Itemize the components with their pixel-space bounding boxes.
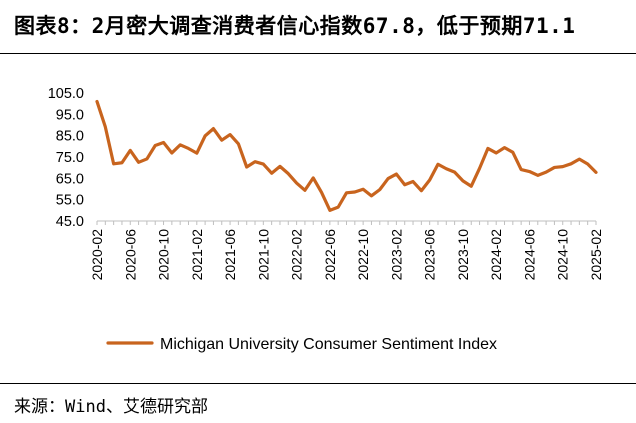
legend: Michigan University Consumer Sentiment I… [106, 336, 497, 353]
data-point [395, 172, 398, 175]
data-point [445, 167, 448, 170]
data-point [295, 181, 298, 184]
data-point [137, 161, 140, 164]
x-tick-label: 2022-02 [289, 229, 305, 281]
x-tick-label: 2020-06 [122, 229, 138, 281]
data-point [578, 158, 581, 161]
data-point [503, 146, 506, 149]
data-point [520, 168, 523, 171]
x-tick-label: 2020-02 [89, 229, 105, 281]
x-axis: 2020-02 2020-06 2020-10 2021-02 2021-06 2021-… [89, 220, 604, 281]
data-point [154, 144, 157, 147]
data-point [378, 188, 381, 191]
data-point [386, 177, 389, 180]
x-tick-label: 2021-02 [189, 229, 205, 281]
y-axis: 45.0 55.0 65.0 75.0 85.0 95.0 105.0 [48, 86, 84, 230]
data-point [411, 180, 414, 183]
x-tick-label: 2020-10 [156, 229, 172, 281]
data-point [478, 167, 481, 170]
data-point [461, 179, 464, 182]
data-point [179, 143, 182, 146]
x-tick-label: 2022-06 [322, 229, 338, 281]
data-point [470, 185, 473, 188]
x-tick-label: 2021-06 [222, 229, 238, 281]
data-point [145, 157, 148, 160]
x-tick-label: 2024-02 [488, 229, 504, 281]
data-point [278, 165, 281, 168]
data-point [495, 151, 498, 154]
data-point [195, 152, 198, 155]
y-tick-label: 105.0 [48, 86, 84, 102]
data-point [120, 161, 123, 164]
data-point [320, 191, 323, 194]
x-tick-label: 2021-10 [255, 229, 271, 281]
source-bar: 来源：Wind、艾德研究部 [0, 383, 636, 423]
data-point [270, 172, 273, 175]
data-point [536, 174, 539, 177]
x-tick-label: 2022-10 [355, 229, 371, 281]
data-point [187, 147, 190, 150]
data-point [204, 134, 207, 137]
x-tick-label: 2023-10 [455, 229, 471, 281]
data-point [104, 125, 107, 128]
data-point [370, 194, 373, 197]
data-point [528, 170, 531, 173]
data-point [287, 172, 290, 175]
data-point [453, 171, 456, 174]
data-point [328, 209, 331, 212]
data-point [436, 163, 439, 166]
data-point [553, 166, 556, 169]
data-point [428, 178, 431, 181]
data-point [312, 176, 315, 179]
data-point [337, 206, 340, 209]
data-point [228, 133, 231, 136]
y-tick-label: 55.0 [56, 193, 84, 209]
data-point [170, 151, 173, 154]
data-point [245, 165, 248, 168]
data-point [112, 162, 115, 165]
data-point [511, 151, 514, 154]
data-point [162, 141, 165, 144]
data-point [353, 190, 356, 193]
data-point [220, 139, 223, 142]
data-point [545, 171, 548, 174]
data-point [403, 183, 406, 186]
data-point [212, 127, 215, 130]
data-point [129, 149, 132, 152]
data-point [362, 188, 365, 191]
data-point [561, 165, 564, 168]
y-tick-label: 45.0 [56, 214, 84, 230]
y-tick-label: 65.0 [56, 171, 84, 187]
source-note: 来源：Wind、艾德研究部 [14, 397, 208, 417]
plot-area [95, 99, 598, 212]
y-tick-label: 85.0 [56, 129, 84, 145]
x-tick-label: 2023-02 [388, 229, 404, 281]
x-tick-label: 2024-10 [555, 229, 571, 281]
y-tick-label: 95.0 [56, 107, 84, 123]
x-tick-label: 2025-02 [588, 229, 604, 281]
data-point [345, 191, 348, 194]
legend-label: Michigan University Consumer Sentiment I… [160, 336, 497, 353]
data-point [569, 162, 572, 165]
x-tick-label: 2023-06 [422, 229, 438, 281]
data-point [586, 162, 589, 165]
data-point [237, 142, 240, 145]
title-bar: 图表8：2月密大调查消费者信心指数67.8，低于预期71.1 [0, 0, 636, 54]
page-title: 图表8：2月密大调查消费者信心指数67.8，低于预期71.1 [14, 14, 576, 38]
data-point [303, 189, 306, 192]
data-point [594, 171, 597, 174]
x-tick-label: 2024-06 [521, 229, 537, 281]
series-line [95, 99, 598, 212]
data-point [486, 147, 489, 150]
data-point [262, 162, 265, 165]
data-point [253, 160, 256, 163]
data-point [420, 189, 423, 192]
y-tick-label: 75.0 [56, 150, 84, 166]
data-point [95, 100, 98, 103]
